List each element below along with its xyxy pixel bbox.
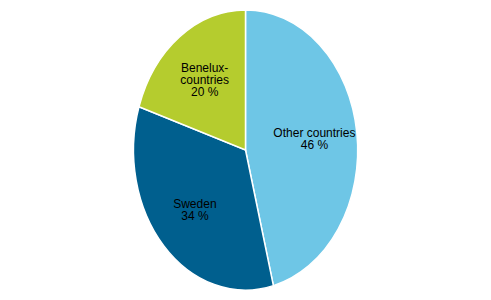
slice [133, 107, 273, 290]
slices [133, 10, 357, 290]
slice-label: Benelux-countries [180, 61, 229, 87]
data-label: 34 % [181, 209, 209, 223]
chart: Other countries46 %Sweden34 %Benelux-cou… [0, 0, 491, 300]
pie: Other countries46 %Sweden34 %Benelux-cou… [133, 10, 357, 290]
data-label: 20 % [191, 85, 219, 99]
slice [139, 10, 246, 150]
data-label: 46 % [301, 138, 329, 152]
